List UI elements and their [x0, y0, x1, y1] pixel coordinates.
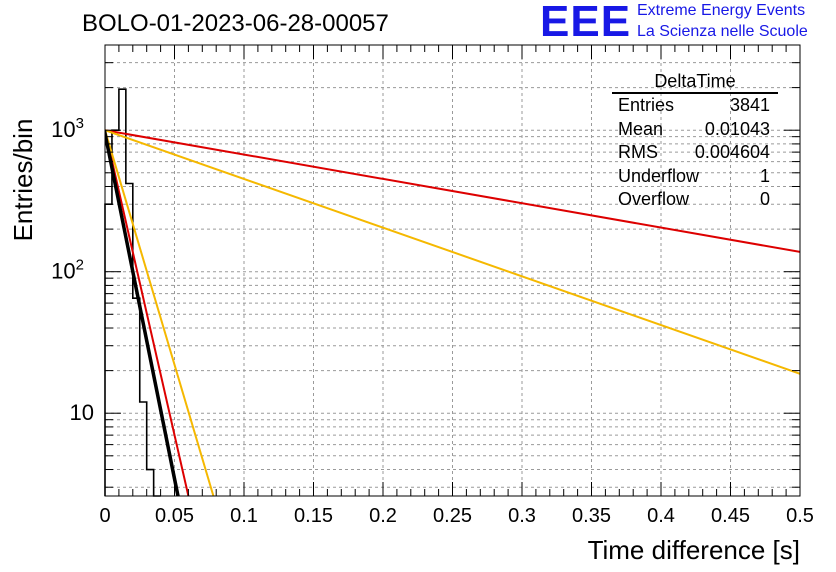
- stats-label: Overflow: [618, 189, 690, 209]
- grid-lines: [105, 44, 800, 496]
- stats-value: 3841: [729, 95, 770, 115]
- chart-title: BOLO-01-2023-06-28-00057: [82, 10, 389, 37]
- stats-value: 0: [759, 189, 770, 209]
- x-tick-label: 0: [99, 505, 110, 527]
- x-tick-label: 0.1: [230, 505, 258, 527]
- stats-value: 1: [759, 165, 770, 186]
- x-tick-label: 0.45: [711, 505, 750, 527]
- y-tick-label-exponent: 2: [76, 257, 84, 274]
- stats-row-rms: RMS 0.004604: [612, 141, 778, 165]
- y-tick-label-exponent: 3: [76, 115, 84, 132]
- axis-ticks: [104, 44, 801, 496]
- stats-value: 0.01043: [704, 118, 770, 139]
- logo-text-line1: Extreme Energy Events: [637, 2, 806, 19]
- fit-curves: [105, 129, 800, 496]
- stats-label: Underflow: [618, 165, 700, 186]
- y-tick-label-base: 10: [51, 259, 75, 284]
- y-tick-label: 102: [51, 257, 84, 284]
- y-tick-label: 10: [70, 400, 94, 425]
- stats-row-overflow: Overflow 0: [612, 188, 778, 212]
- logo-text-line2: La Scienza nelle Scuole: [637, 23, 808, 40]
- fit-line-black: [105, 136, 179, 496]
- y-tick-label: 103: [51, 115, 84, 142]
- x-tick-label: 0.3: [508, 505, 536, 527]
- x-tick-label: 0.5: [786, 505, 814, 527]
- stats-value: 0.004604: [694, 142, 770, 162]
- eee-logo: EEE: [540, 0, 632, 46]
- x-tick-label: 0.05: [155, 505, 194, 527]
- fit-line-red: [105, 129, 190, 496]
- stats-row-mean: Mean 0.01043: [612, 118, 778, 142]
- stats-label: Entries: [618, 95, 675, 115]
- x-tick-label: 0.4: [647, 505, 675, 527]
- fit-line-black: [105, 129, 180, 496]
- x-tick-label: 0.15: [294, 505, 333, 527]
- y-axis-label: Entries/bin: [8, 119, 38, 242]
- stats-title: DeltaTime: [612, 70, 778, 94]
- x-tick-label: 0.2: [369, 505, 397, 527]
- x-tick-labels: 0 0.05 0.1 0.15 0.2 0.25 0.3 0.35 0.4 0.45 0.5: [99, 505, 813, 527]
- stats-box: DeltaTime Entries 3841 Mean 0.01043 RMS …: [612, 70, 778, 212]
- y-tick-label-base: 10: [51, 117, 75, 142]
- x-tick-label: 0.25: [433, 505, 472, 527]
- x-axis-label: Time difference [s]: [588, 535, 800, 565]
- stats-label: Mean: [618, 118, 664, 139]
- x-tick-label: 0.35: [572, 505, 611, 527]
- stats-label: RMS: [618, 142, 658, 162]
- fit-line-red: [105, 129, 800, 253]
- fit-line-orange: [105, 129, 800, 375]
- stats-row-entries: Entries 3841: [612, 94, 778, 118]
- stats-row-underflow: Underflow 1: [612, 165, 778, 189]
- fit-line-orange: [105, 129, 215, 496]
